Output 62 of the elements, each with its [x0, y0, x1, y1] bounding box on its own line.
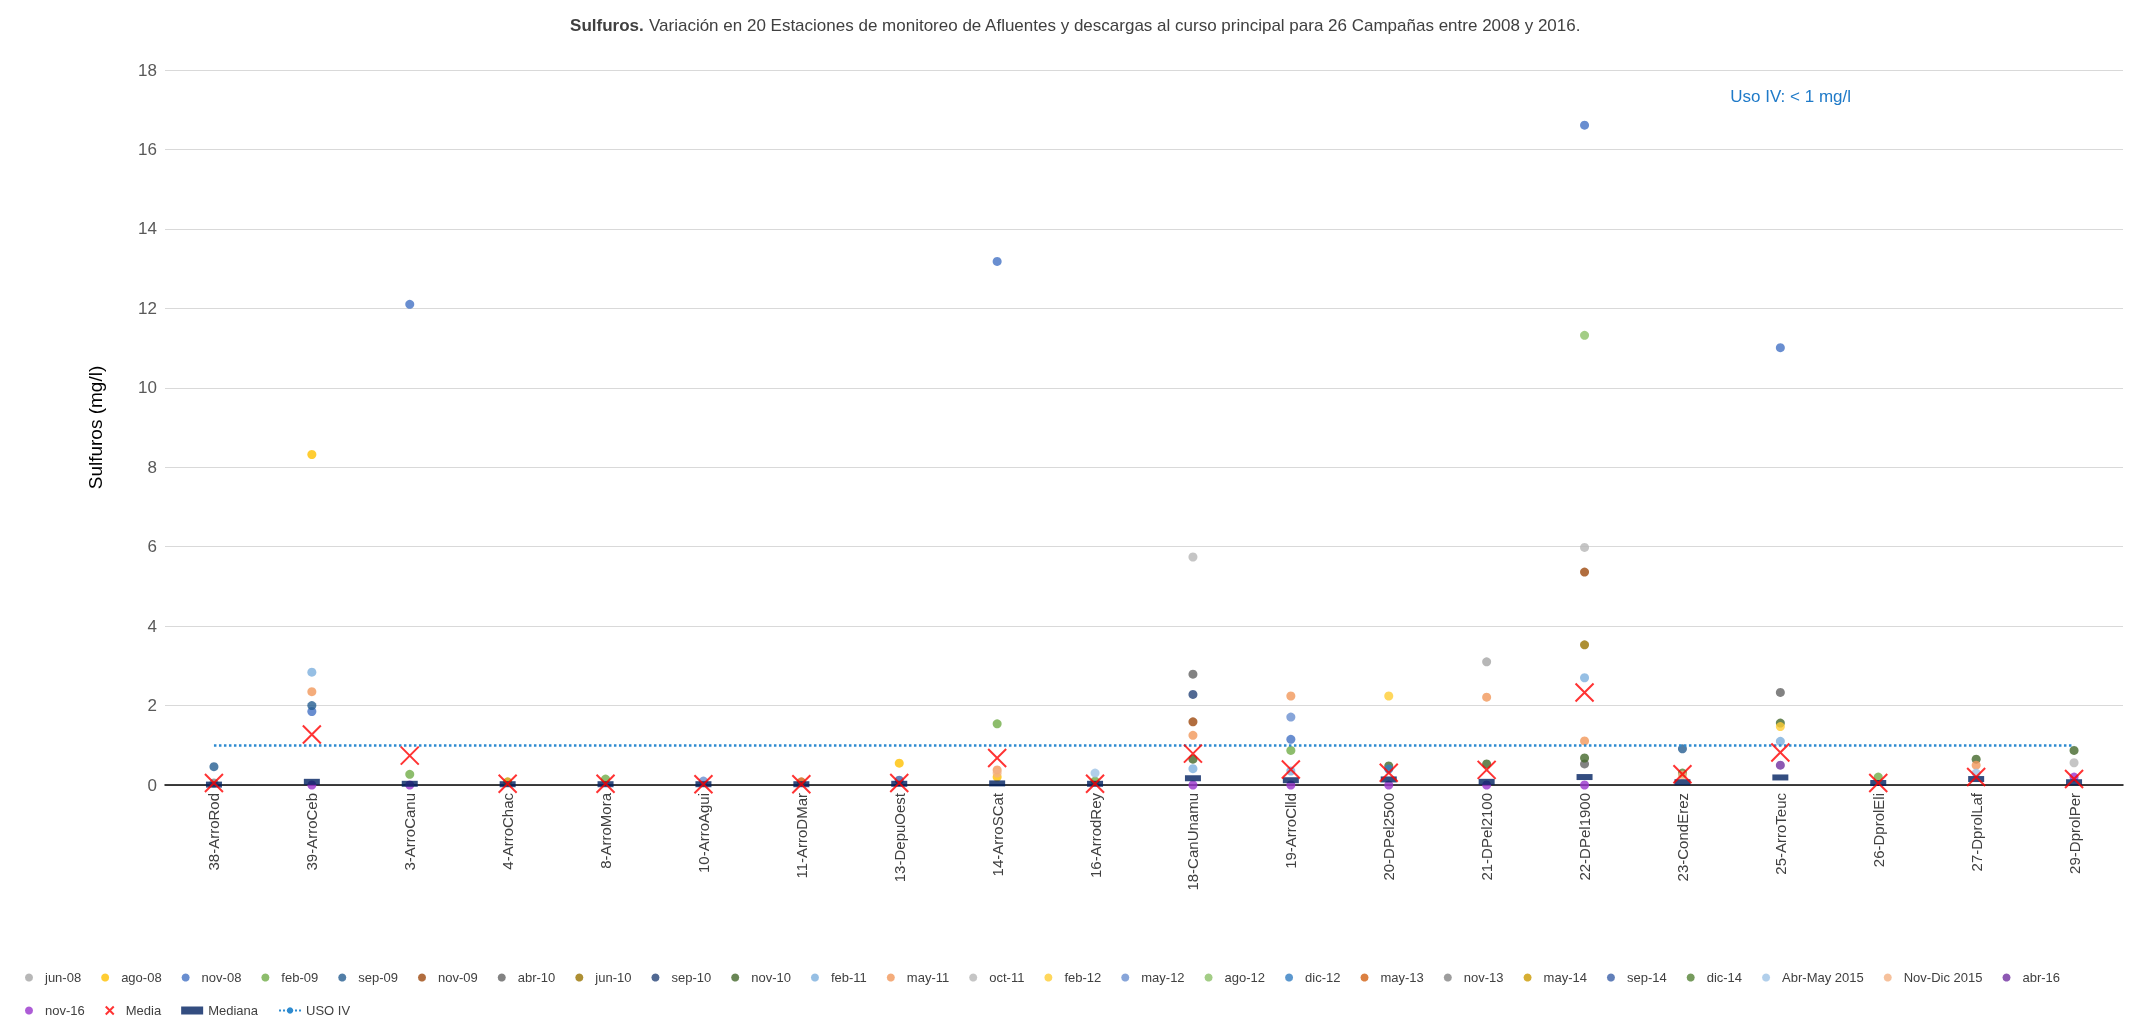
- x-tick-label: 16-ArrodRey: [1086, 792, 1104, 879]
- y-tick-label: 4: [147, 616, 157, 636]
- legend-label: sep-10: [671, 970, 712, 985]
- legend-label: ago-08: [121, 970, 162, 985]
- legend-label: abr-16: [2022, 970, 2061, 985]
- legend-label: nov-09: [437, 970, 478, 985]
- y-tick-label: 16: [138, 139, 157, 159]
- x-tick-label: 8-ArroMora: [597, 792, 615, 869]
- x-tick-label: 18-CanUnamu: [1184, 793, 1202, 891]
- legend-label: nov-16: [45, 1003, 85, 1018]
- x-tick-label: 22-DPel1900: [1576, 793, 1594, 881]
- x-tick-label: 3-ArroCanu: [401, 793, 419, 871]
- annotation: Uso IV: < 1 mg/l: [1730, 87, 1851, 106]
- x-tick-label: 19-ArroClld: [1282, 793, 1300, 869]
- x-tick-label: 21-DPel2100: [1478, 793, 1496, 881]
- y-tick-label: 12: [138, 298, 157, 318]
- legend-label: nov-08: [201, 970, 242, 985]
- y-tick-label: 0: [147, 775, 157, 795]
- y-tick-label: 2: [147, 696, 157, 716]
- legend-label: feb-11: [830, 970, 867, 985]
- legend-label: dic-14: [1706, 970, 1743, 985]
- y-axis-title: Sulfuros (mg/l): [85, 365, 106, 490]
- x-tick-label: 26-DprolEli: [1869, 793, 1887, 868]
- legend-label: Nov-Dic 2015: [1903, 970, 1983, 985]
- x-tick-label: 10-ArroAgui: [694, 793, 712, 874]
- legend-label: jun-08: [44, 970, 82, 985]
- legend-label: ago-12: [1224, 970, 1266, 985]
- x-tick-label: 25-ArroTeuc: [1771, 792, 1789, 875]
- legend-label: oct-11: [989, 970, 1025, 985]
- y-tick-label: 10: [138, 378, 157, 398]
- x-tick-label: 29-DprolPer: [2065, 793, 2083, 874]
- legend-label: feb-12: [1064, 970, 1102, 985]
- y-tick-label: 6: [147, 537, 157, 557]
- x-tick-label: 27-DprolLaf: [1967, 792, 1985, 872]
- x-tick-label: 23-CondErez: [1673, 793, 1691, 882]
- legend-label: may-12: [1141, 970, 1185, 985]
- legend-label: may-13: [1380, 970, 1424, 985]
- legend-label: nov-13: [1463, 970, 1504, 985]
- legend-label: dic-12: [1305, 970, 1341, 985]
- legend-label: may-14: [1543, 970, 1587, 985]
- legend-label: jun-10: [594, 970, 632, 985]
- y-tick-label: 8: [147, 457, 157, 477]
- x-tick-label: 20-DPel2500: [1380, 793, 1398, 881]
- legend-label: nov-10: [751, 970, 791, 985]
- legend-label: may-11: [906, 970, 950, 985]
- y-tick-label: 18: [138, 60, 157, 80]
- legend-label: Media: [125, 1003, 162, 1018]
- y-tick-label: 14: [138, 219, 157, 239]
- legend-label: abr-10: [517, 970, 556, 985]
- x-tick-label: 38-ArroRod: [205, 793, 223, 871]
- x-tick-label: 39-ArroCeb: [303, 793, 321, 871]
- x-tick-label: 13-DepuOest: [890, 792, 908, 883]
- chart-title: Sulfuros. Variación en 20 Estaciones de monitoreo de Afluentes y descargas al curso principal para 26 Campañas entre 2008 y 2016.: [570, 16, 1581, 35]
- legend-label: Mediana: [208, 1003, 259, 1018]
- legend-label: sep-09: [358, 970, 398, 985]
- x-tick-label: 4-ArroChac: [499, 792, 517, 870]
- x-tick-label: 11-ArroDMar: [792, 793, 810, 879]
- x-tick-label: 14-ArroSCat: [988, 792, 1006, 877]
- legend-label: Abr-May 2015: [1782, 970, 1864, 985]
- legend-label: sep-14: [1626, 970, 1667, 985]
- legend-label: feb-09: [281, 970, 319, 985]
- legend-label: USO IV: [306, 1003, 351, 1018]
